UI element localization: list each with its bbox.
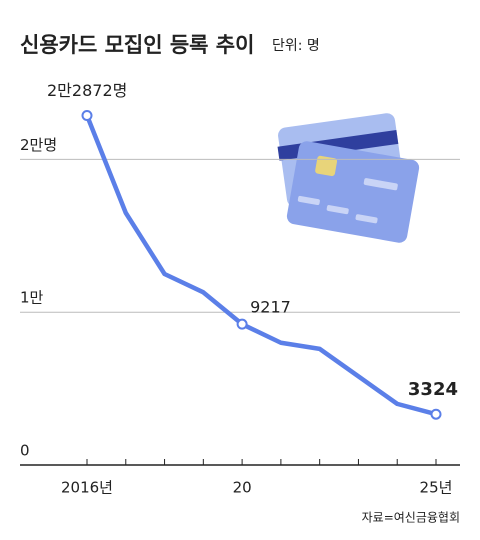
y-tick-label: 1만	[20, 289, 44, 307]
x-tick-label: 2016년	[61, 479, 113, 497]
x-tick-label: 25년	[420, 479, 453, 497]
chart-title: 신용카드 모집인 등록 추이	[20, 33, 254, 57]
marker	[430, 408, 442, 420]
line	[84, 114, 437, 417]
y-tick-label: 0	[20, 442, 30, 460]
data-label: 2만2872명	[47, 81, 127, 100]
data-label: 3324	[408, 379, 458, 400]
x-tick-label: 20	[233, 479, 252, 497]
y-tick-label: 2만명	[20, 136, 57, 154]
source: 자료=여신금융협회	[362, 511, 460, 525]
marker	[236, 318, 248, 330]
chart-subtitle: 단위: 명	[272, 38, 320, 54]
marker	[81, 110, 93, 122]
data-label: 9217	[250, 298, 291, 317]
card-illustration	[277, 113, 420, 243]
